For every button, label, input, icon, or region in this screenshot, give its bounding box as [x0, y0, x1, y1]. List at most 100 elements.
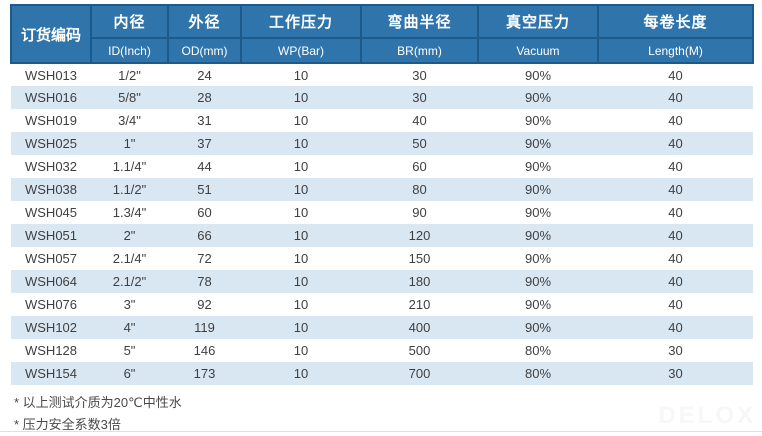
table-cell: 6" [91, 362, 168, 385]
header-working-pressure-en: WP(Bar) [240, 37, 362, 64]
table-row: WSH102 4" 119 10 400 90% 40 [11, 316, 753, 339]
table-cell: 40 [598, 155, 753, 178]
table-cell: 90% [478, 86, 598, 109]
header-vacuum-pressure-cn: 真空压力 [477, 4, 599, 39]
table-cell: 90% [478, 155, 598, 178]
table-row: WSH032 1.1/4" 44 10 60 90% 40 [11, 155, 753, 178]
table-cell: 90% [478, 247, 598, 270]
table-cell: 10 [241, 247, 361, 270]
table-cell: 1.1/2" [91, 178, 168, 201]
table-cell: 3/4" [91, 109, 168, 132]
table-cell: 10 [241, 339, 361, 362]
header-bend-radius-en: BR(mm) [360, 37, 479, 64]
table-cell: 30 [598, 362, 753, 385]
table-cell: 700 [361, 362, 478, 385]
table-cell: WSH013 [11, 63, 91, 86]
table-row: WSH064 2.1/2" 78 10 180 90% 40 [11, 270, 753, 293]
table-cell: 5" [91, 339, 168, 362]
table-cell: 66 [168, 224, 241, 247]
header-row-cn: 订货编码 内径 外径 工作压力 弯曲半径 真空压力 每卷长度 [10, 4, 754, 64]
table-cell: 90% [478, 178, 598, 201]
header-length-per-roll-cn: 每卷长度 [597, 4, 754, 39]
table-cell: 146 [168, 339, 241, 362]
table-cell: 30 [361, 63, 478, 86]
table-cell: 92 [168, 293, 241, 316]
table-cell: WSH019 [11, 109, 91, 132]
bottom-divider [0, 431, 762, 432]
header-length-per-roll-en: Length(M) [597, 37, 754, 64]
table-cell: 10 [241, 86, 361, 109]
table-cell: 80 [361, 178, 478, 201]
table-cell: WSH076 [11, 293, 91, 316]
table-cell: 28 [168, 86, 241, 109]
table-cell: 90% [478, 132, 598, 155]
table-cell: 50 [361, 132, 478, 155]
table-cell: 173 [168, 362, 241, 385]
table-cell: 5/8" [91, 86, 168, 109]
table-cell: WSH032 [11, 155, 91, 178]
table-cell: 1" [91, 132, 168, 155]
header-order-code: 订货编码 [10, 4, 92, 64]
table-cell: 60 [168, 201, 241, 224]
table-row: WSH038 1.1/2" 51 10 80 90% 40 [11, 178, 753, 201]
header-vacuum-pressure-en: Vacuum [477, 37, 599, 64]
header-outer-diameter-en: OD(mm) [167, 37, 242, 64]
table-cell: 150 [361, 247, 478, 270]
table-cell: 90 [361, 201, 478, 224]
table-cell: 40 [598, 224, 753, 247]
table-cell: 24 [168, 63, 241, 86]
table-cell: 40 [361, 109, 478, 132]
footnote-safety-factor: * 压力安全系数3倍 [14, 417, 121, 432]
table-cell: 37 [168, 132, 241, 155]
header-bend-radius-cn: 弯曲半径 [360, 4, 479, 39]
hose-spec-table: 订货编码 内径 外径 工作压力 弯曲半径 真空压力 每卷长度 ID(Inch) … [10, 4, 754, 385]
table-row: WSH154 6" 173 10 700 80% 30 [11, 362, 753, 385]
table-cell: 78 [168, 270, 241, 293]
table-cell: 72 [168, 247, 241, 270]
header-row-en: ID(Inch) OD(mm) WP(Bar) BR(mm) Vacuum Le… [11, 37, 754, 64]
table-cell: 44 [168, 155, 241, 178]
table-cell: 10 [241, 132, 361, 155]
table-row: WSH013 1/2" 24 10 30 90% 40 [11, 63, 753, 86]
table-cell: 40 [598, 247, 753, 270]
table-cell: 180 [361, 270, 478, 293]
table-cell: 40 [598, 109, 753, 132]
table-cell: 31 [168, 109, 241, 132]
table-cell: 80% [478, 339, 598, 362]
table-cell: 10 [241, 316, 361, 339]
table-cell: 10 [241, 63, 361, 86]
header-working-pressure-cn: 工作压力 [240, 4, 362, 39]
table-cell: 80% [478, 362, 598, 385]
table-cell: 3" [91, 293, 168, 316]
table-cell: 90% [478, 224, 598, 247]
header-outer-diameter-cn: 外径 [167, 4, 242, 39]
table-cell: 40 [598, 178, 753, 201]
table-row: WSH128 5" 146 10 500 80% 30 [11, 339, 753, 362]
table-cell: WSH025 [11, 132, 91, 155]
table-cell: WSH045 [11, 201, 91, 224]
table-cell: 10 [241, 178, 361, 201]
table-cell: 40 [598, 132, 753, 155]
table-cell: 60 [361, 155, 478, 178]
table-cell: 1.1/4" [91, 155, 168, 178]
table-cell: 4" [91, 316, 168, 339]
table-cell: 210 [361, 293, 478, 316]
table-cell: WSH154 [11, 362, 91, 385]
table-cell: 40 [598, 293, 753, 316]
table-cell: 10 [241, 109, 361, 132]
table-cell: WSH057 [11, 247, 91, 270]
table-cell: 51 [168, 178, 241, 201]
table-header: 订货编码 内径 外径 工作压力 弯曲半径 真空压力 每卷长度 ID(Inch) … [10, 4, 754, 64]
header-inner-diameter-en: ID(Inch) [90, 37, 169, 64]
watermark-logo: DELOX [658, 402, 756, 429]
table-row: WSH057 2.1/4" 72 10 150 90% 40 [11, 247, 753, 270]
table-row: WSH076 3" 92 10 210 90% 40 [11, 293, 753, 316]
table-cell: 90% [478, 201, 598, 224]
table-cell: 2.1/2" [91, 270, 168, 293]
footnotes: * 以上测试介质为20℃中性水 * 压力安全系数3倍 [14, 392, 182, 436]
table-body: WSH013 1/2" 24 10 30 90% 40 WSH016 5/8" 28 10 30 90%… [11, 63, 753, 385]
table-cell: 1.3/4" [91, 201, 168, 224]
table-cell: 40 [598, 316, 753, 339]
table-cell: 400 [361, 316, 478, 339]
